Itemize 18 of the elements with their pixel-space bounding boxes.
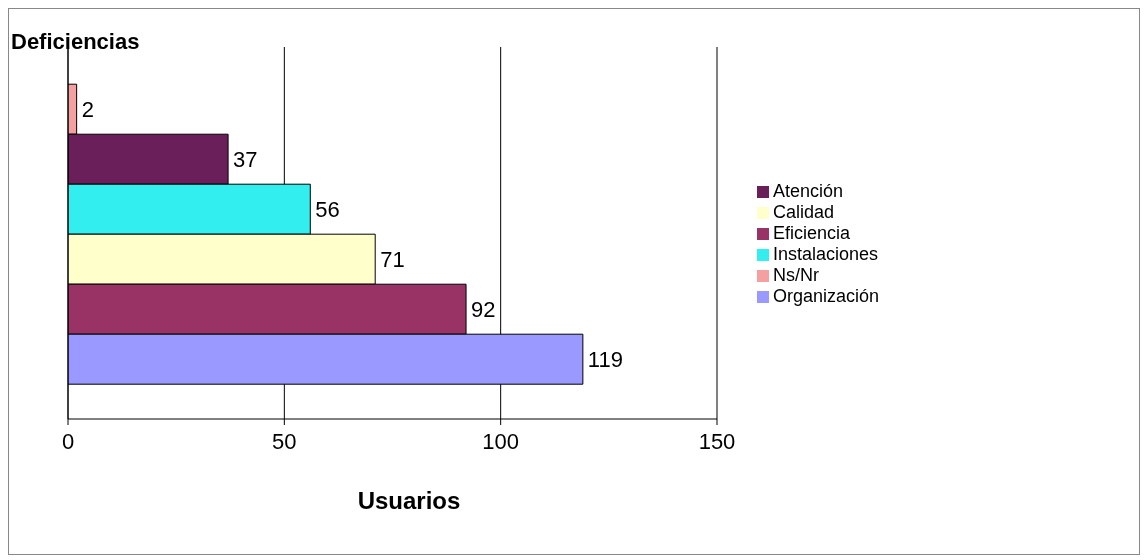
data-label: 56 — [315, 197, 340, 223]
legend-label: Instalaciones — [773, 244, 879, 264]
data-label: 71 — [380, 247, 405, 273]
legend-label: Calidad — [773, 202, 835, 222]
legend-label: Ns/Nr — [773, 265, 819, 285]
chart-title: Deficiencias — [11, 29, 140, 55]
legend-label: Atención — [773, 181, 844, 201]
data-label: 119 — [587, 347, 623, 373]
legend-label: Eficiencia — [773, 223, 851, 243]
x-tick-label: 0 — [61, 428, 75, 454]
x-axis-title: Usuarios — [356, 487, 462, 515]
data-label: 2 — [81, 97, 94, 123]
x-tick-label: 150 — [698, 428, 736, 454]
data-label: 37 — [233, 147, 258, 173]
x-tick-label: 50 — [272, 428, 297, 454]
x-tick-label: 100 — [482, 428, 520, 454]
data-label: 92 — [471, 297, 496, 323]
legend-label: Organización — [773, 286, 880, 306]
